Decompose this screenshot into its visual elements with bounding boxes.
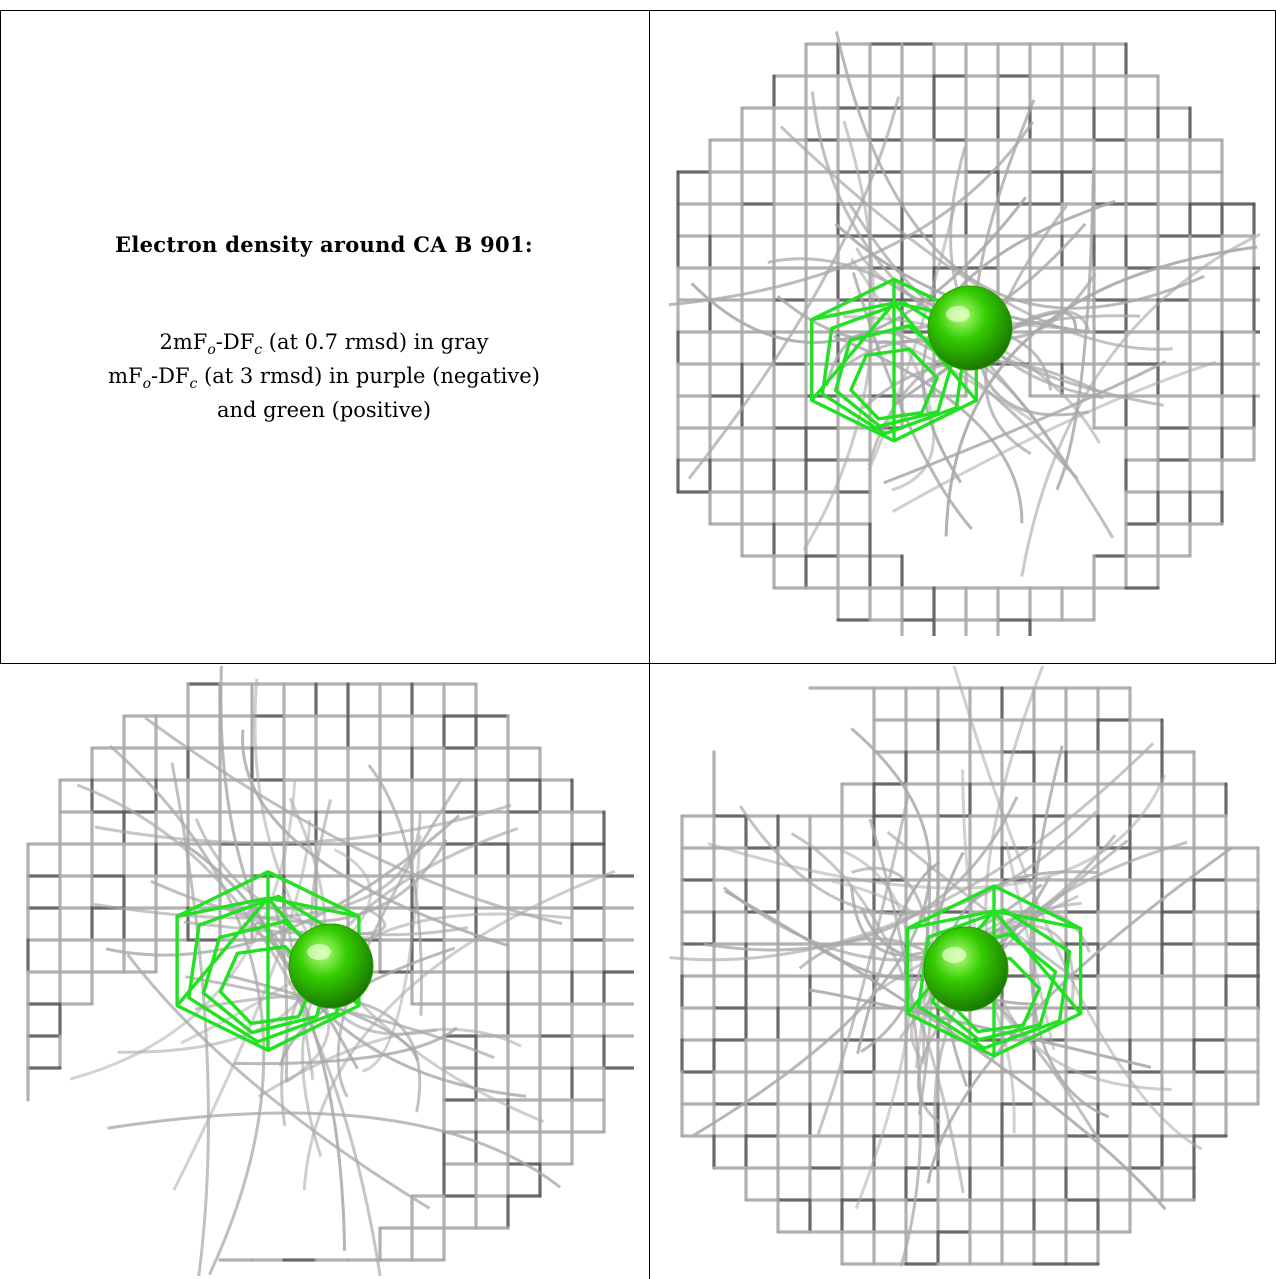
caption-line-mfo: mFo-DFc (at 3 rmsd) in purple (negative) — [108, 361, 540, 395]
density-svg-1 — [664, 30, 1260, 636]
calcium-atom-sphere — [289, 924, 373, 1008]
density-panel-top-right — [664, 30, 1260, 636]
sphere-highlight — [942, 947, 966, 963]
rule-left — [0, 10, 1, 663]
density-svg-3 — [664, 666, 1260, 1276]
rule-middle-vertical — [649, 10, 650, 1279]
caption-line-2mfo: 2mFo-DFc (at 0.7 rmsd) in gray — [159, 327, 488, 361]
caption-line-green: and green (positive) — [217, 395, 431, 427]
caption-cell: Electron density around CA B 901: 2mFo-D… — [18, 10, 630, 648]
sphere-highlight — [946, 306, 970, 322]
calcium-atom-sphere — [928, 286, 1012, 370]
density-svg-2 — [18, 666, 634, 1276]
sphere-highlight — [307, 944, 331, 960]
caption-title: Electron density around CA B 901: — [115, 232, 533, 257]
rule-middle-horizontal — [0, 663, 1276, 664]
density-panel-bottom-right — [664, 666, 1260, 1276]
density-panel-bottom-left — [18, 666, 634, 1276]
calcium-atom-sphere — [924, 927, 1008, 1011]
